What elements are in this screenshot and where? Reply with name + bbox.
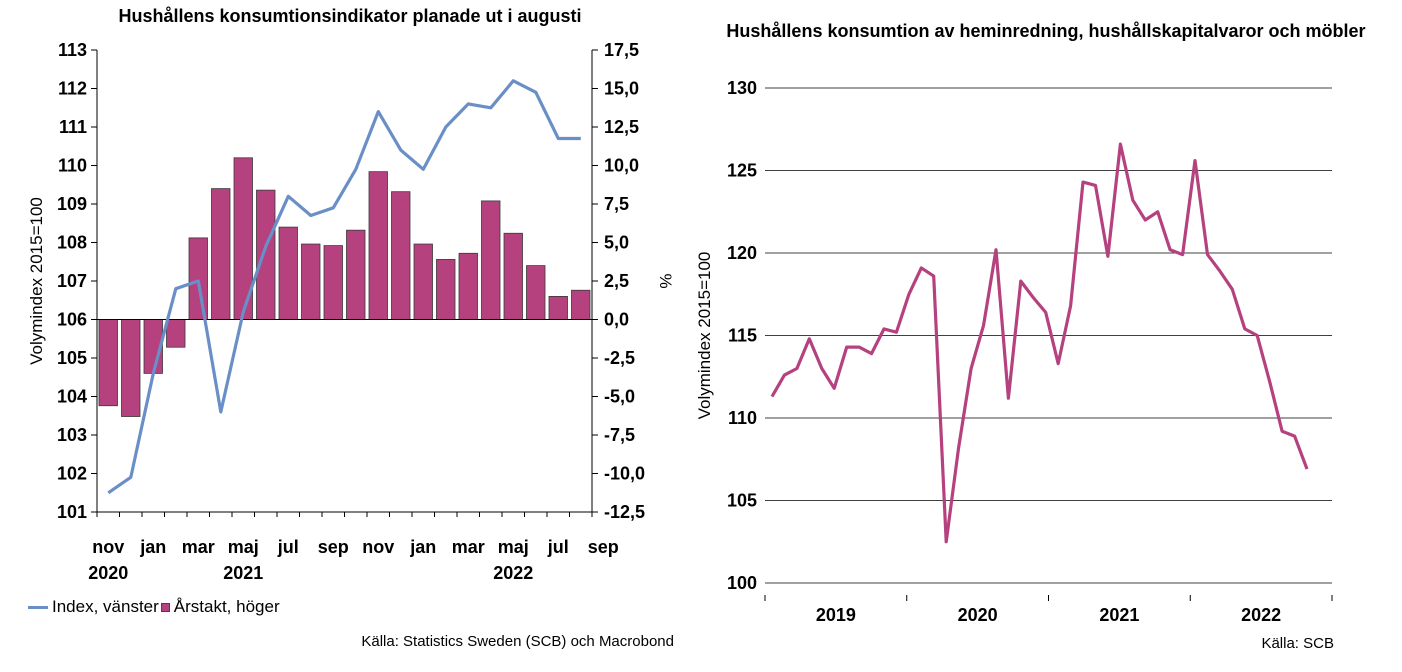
x-tick-label: maj — [498, 537, 529, 557]
y-right-tick-label: 12,5 — [604, 117, 639, 137]
y-right-tick-label: -10,0 — [604, 464, 645, 484]
bar — [368, 171, 388, 320]
y-left-tick-label: 106 — [57, 310, 87, 330]
y-right-tick-label: 0,0 — [604, 310, 629, 330]
x-tick-label: maj — [228, 537, 259, 557]
y-left-tick-label: 109 — [57, 194, 87, 214]
bar — [391, 191, 411, 320]
bar — [301, 243, 321, 320]
bar — [166, 319, 186, 348]
right-chart-panel: Hushållens konsumtion av heminredning, h… — [690, 0, 1402, 672]
x-tick-label: mar — [182, 537, 215, 557]
left-chart-title: Hushållens konsumtionsindikator planade … — [118, 6, 582, 26]
legend-line-swatch — [28, 605, 48, 609]
y-right-tick-label: -12,5 — [604, 502, 645, 522]
bar — [571, 289, 591, 320]
legend-bar-swatch — [160, 602, 170, 612]
y-left-tick-label: 102 — [57, 464, 87, 484]
y-right-tick-label: 2,5 — [604, 271, 629, 291]
index-line — [107, 79, 581, 495]
x-tick-label: nov — [92, 537, 124, 557]
bar — [256, 189, 276, 320]
y-left-tick-label: 111 — [59, 117, 87, 137]
y-right-tick-label: 7,5 — [604, 194, 629, 214]
bar — [98, 319, 118, 407]
left-legend: Index, vänster Årstakt, höger — [28, 597, 280, 617]
left-chart: 113 112 111 110 109 108 107 106 105 104 103 102 101 1… — [27, 40, 675, 583]
y-tick-label: 120 — [727, 243, 757, 263]
x-year-label: 2022 — [493, 563, 533, 583]
right-source: Källa: SCB — [1261, 635, 1334, 652]
y-left-tick-label: 103 — [57, 425, 87, 445]
y-right-axis-title: % — [656, 273, 675, 288]
x-tick-label: jan — [409, 537, 436, 557]
left-chart-panel: Hushållens konsumtionsindikator planade … — [0, 0, 690, 672]
bar — [188, 237, 208, 320]
x-tick-label: sep — [588, 537, 619, 557]
x-year-label: 2020 — [958, 605, 998, 625]
y-left-tick-label: 107 — [57, 271, 87, 291]
x-year-label: 2021 — [223, 563, 263, 583]
y-right-tick-label: 17,5 — [604, 40, 639, 60]
legend-index-label: Index, vänster — [52, 597, 159, 616]
bar — [458, 252, 478, 320]
y-tick-label: 115 — [728, 326, 757, 346]
y-left-tick-label: 104 — [57, 387, 87, 407]
y-left-tick-label: 113 — [58, 40, 87, 60]
x-year-label: 2021 — [1099, 605, 1139, 625]
legend-bar-label: Årstakt, höger — [173, 597, 280, 616]
y-tick-label: 130 — [727, 78, 757, 98]
y-right-tick-label: 15,0 — [604, 79, 639, 99]
bar — [323, 245, 343, 320]
y-left-tick-label: 108 — [57, 233, 87, 253]
y-tick-label: 125 — [727, 161, 757, 181]
y-left-tick-label: 112 — [58, 79, 87, 99]
y-left-axis-title: Volymindex 2015=100 — [27, 197, 46, 365]
bar — [436, 259, 456, 320]
y-left-tick-label: 110 — [58, 156, 87, 176]
x-tick-label: sep — [318, 537, 349, 557]
y-tick-label: 100 — [727, 573, 757, 593]
y-right-tick-label: 10,0 — [604, 156, 639, 176]
consumption-line — [770, 142, 1309, 544]
y-right-tick-label: -7,5 — [604, 425, 635, 445]
x-tick-label: jan — [139, 537, 166, 557]
y-right-tick-label: -2,5 — [604, 348, 635, 368]
y-left-tick-label: 101 — [57, 502, 87, 522]
bar — [548, 295, 568, 320]
y-left-tick-label: 105 — [57, 348, 87, 368]
y-right-tick-label: 5,0 — [604, 233, 629, 253]
bar — [413, 243, 433, 320]
bar — [211, 188, 231, 320]
x-year-label: 2020 — [88, 563, 128, 583]
x-tick-label: jul — [277, 537, 299, 557]
y-tick-label: 110 — [728, 408, 757, 428]
bar — [346, 229, 366, 320]
right-chart-title: Hushållens konsumtion av heminredning, h… — [726, 21, 1366, 41]
bar — [481, 200, 501, 320]
x-year-label: 2022 — [1241, 605, 1281, 625]
left-source: Källa: Statistics Sweden (SCB) och Macro… — [361, 633, 674, 650]
right-chart: 130 125 120 115 110 105 100 2019 2020 2021 2022 Vol… — [695, 78, 1333, 625]
bar — [503, 232, 523, 320]
bar — [526, 265, 546, 320]
x-tick-label: nov — [362, 537, 394, 557]
y-right-tick-label: -5,0 — [604, 387, 635, 407]
x-tick-label: mar — [452, 537, 485, 557]
y-axis-title: Volymindex 2015=100 — [695, 252, 714, 420]
bar — [278, 226, 298, 320]
y-tick-label: 105 — [727, 491, 757, 511]
x-tick-label: jul — [547, 537, 569, 557]
x-year-label: 2019 — [816, 605, 856, 625]
bar — [121, 319, 141, 417]
